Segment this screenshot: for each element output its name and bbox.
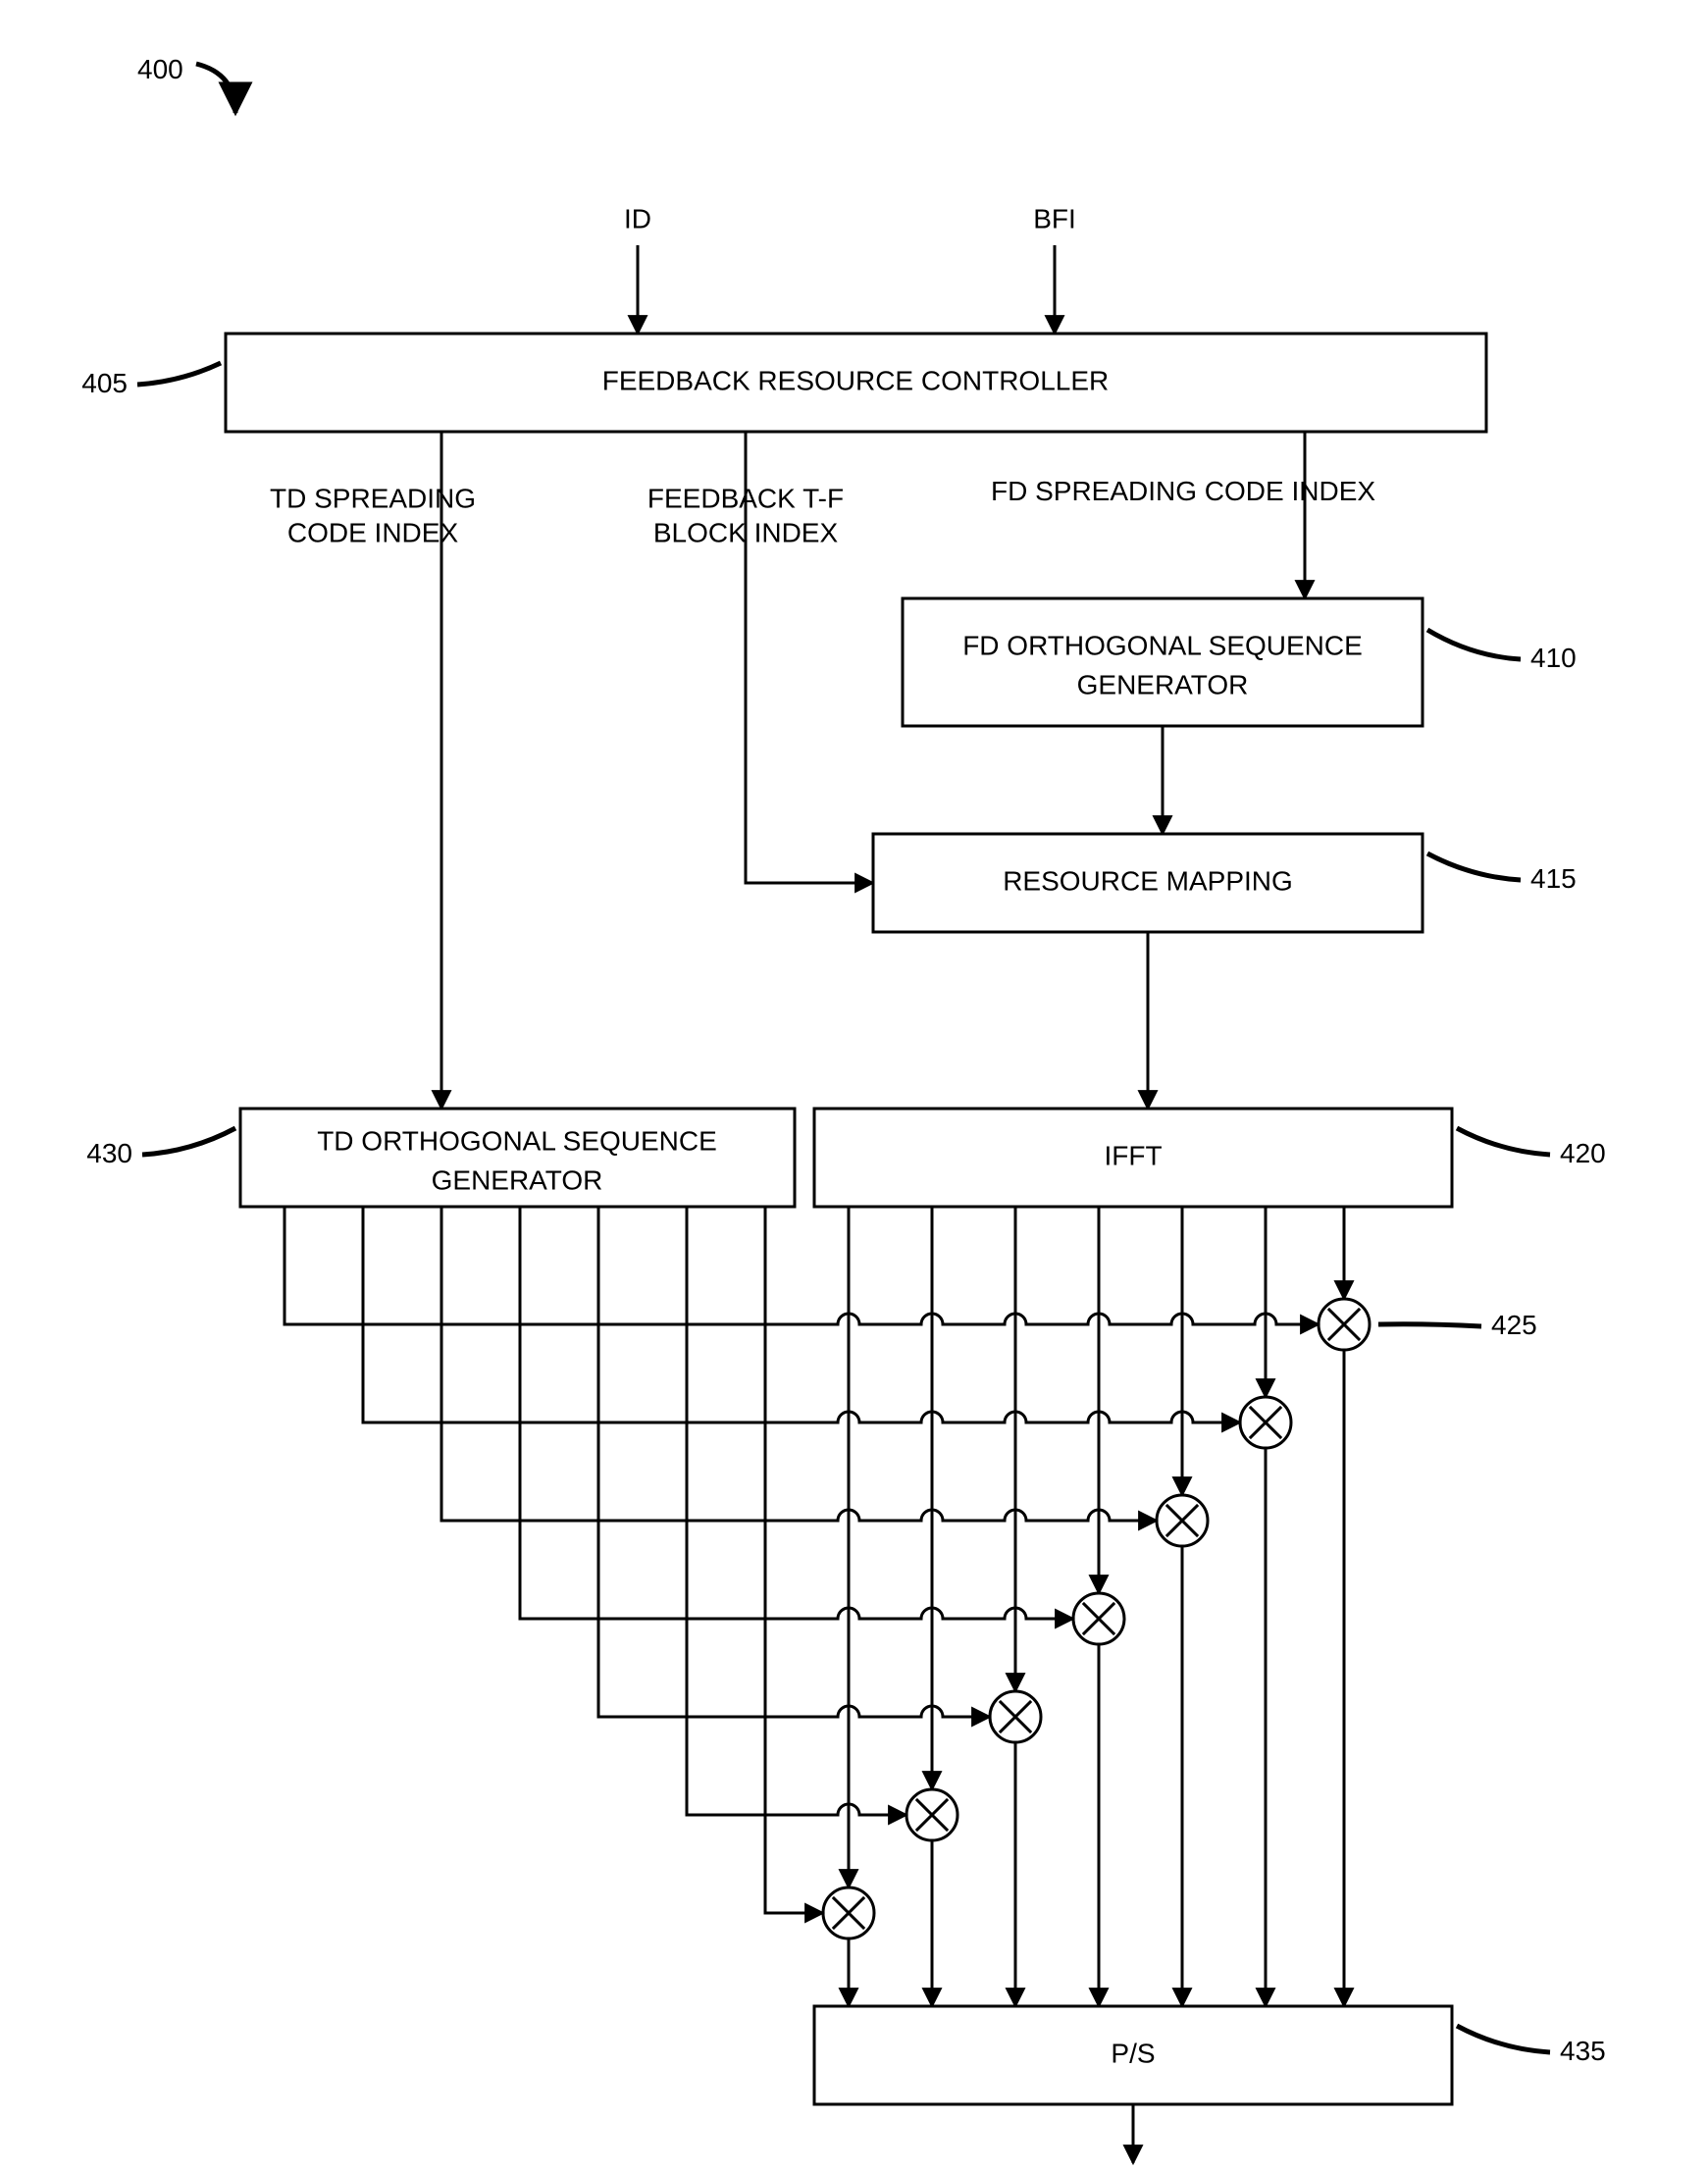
frc-leader	[137, 363, 221, 385]
tdgen-leader	[142, 1128, 235, 1155]
ps-leader	[1457, 2026, 1550, 2052]
fdgen-leader	[1427, 630, 1521, 659]
fdgen-ref: 410	[1530, 643, 1577, 673]
input-id-label: ID	[624, 203, 651, 233]
resmap-leader	[1427, 853, 1521, 880]
fdgen-block	[903, 598, 1423, 726]
ifft-leader	[1457, 1128, 1550, 1155]
td-index-l1: TD SPREADING	[270, 483, 476, 513]
td-out-2	[441, 1207, 1157, 1521]
fdgen-l1: FD ORTHOGONAL SEQUENCE	[962, 630, 1363, 660]
td-out-1	[363, 1207, 1240, 1422]
fb-index-l1: FEEDBACK T-F	[647, 483, 844, 513]
tdgen-l1: TD ORTHOGONAL SEQUENCE	[317, 1125, 717, 1156]
frc-label: FEEDBACK RESOURCE CONTROLLER	[602, 365, 1110, 395]
mixer-ref: 425	[1491, 1310, 1537, 1340]
frc-ref: 405	[81, 368, 128, 398]
td-index-l2: CODE INDEX	[287, 517, 459, 547]
ps-label: P/S	[1111, 2038, 1155, 2068]
resmap-ref: 415	[1530, 863, 1577, 894]
tdgen-l2: GENERATOR	[432, 1164, 603, 1195]
ifft-label: IFFT	[1104, 1140, 1162, 1170]
fb-index-l2: BLOCK INDEX	[653, 517, 839, 547]
resmap-label: RESOURCE MAPPING	[1003, 865, 1293, 896]
figure-ref: 400	[137, 54, 183, 84]
td-out-0	[285, 1207, 1319, 1324]
tdgen-ref: 430	[86, 1138, 132, 1168]
figure-ref-arrow	[196, 64, 235, 113]
mixer-leader	[1378, 1324, 1481, 1326]
td-out-5	[687, 1207, 906, 1815]
input-bfi-label: BFI	[1033, 203, 1076, 233]
fdgen-l2: GENERATOR	[1077, 669, 1249, 699]
fd-index-label: FD SPREADING CODE INDEX	[991, 476, 1375, 506]
td-out-3	[520, 1207, 1073, 1619]
td-out-6	[765, 1207, 823, 1913]
ifft-ref: 420	[1560, 1138, 1606, 1168]
ps-ref: 435	[1560, 2036, 1606, 2066]
